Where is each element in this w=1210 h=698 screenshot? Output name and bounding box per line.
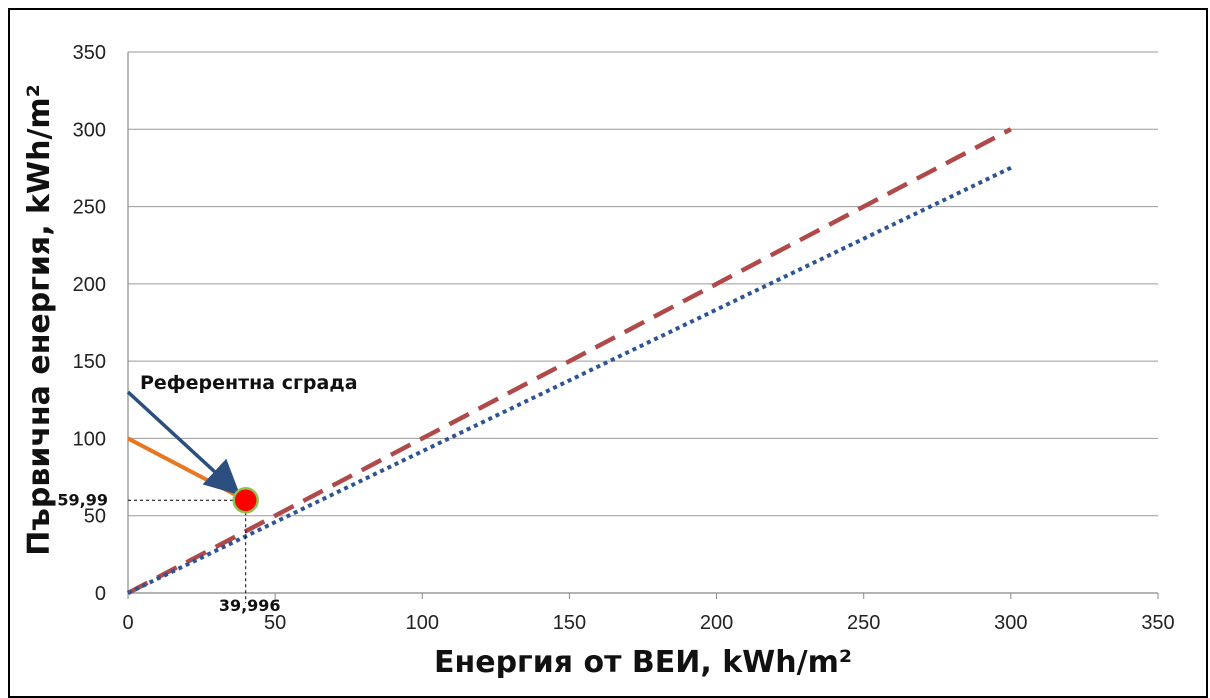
y-tick-label: 150 [73, 351, 106, 373]
y-tick-label: 250 [73, 197, 106, 219]
x-tick-label: 50 [264, 612, 286, 634]
y-tick-label: 100 [73, 428, 106, 450]
y-axis-title: Първична енергия, kWh/m² [22, 84, 57, 556]
reference-building-label: Референтна сграда [140, 372, 358, 394]
reference-guides [126, 390, 259, 603]
y-tick-label: 350 [73, 42, 106, 64]
x-tick-labels: 0 50 100 150 200 250 300 350 [122, 612, 1174, 634]
x-tick-label: 100 [406, 612, 439, 634]
reference-arrow [126, 390, 241, 496]
x-tick-label: 300 [994, 612, 1027, 634]
y-tick-label: 200 [73, 274, 106, 296]
gridlines [127, 51, 1159, 599]
x-tick-label: 0 [122, 612, 133, 634]
x-tick-label: 200 [700, 612, 733, 634]
y-tick-label: 300 [73, 119, 106, 141]
reference-point [232, 487, 259, 514]
chart-frame [8, 8, 1208, 698]
y-tick-label: 0 [95, 583, 106, 605]
reference-x-value-label: 39,996 [219, 596, 281, 615]
series-line-dotted [127, 164, 1015, 595]
x-axis-title: Енергия от ВЕИ, kWh/m² [434, 645, 852, 678]
y-tick-label: 50 [84, 506, 106, 528]
x-tick-label: 250 [847, 612, 880, 634]
y-tick-labels: 0 50 100 150 200 250 300 350 [73, 42, 106, 605]
chart: 0 50 100 150 200 250 300 350 0 50 100 150 200 250 300… [22, 42, 1175, 678]
x-tick-label: 350 [1141, 612, 1174, 634]
reference-y-value-label: 59,99 [57, 490, 108, 509]
series-line-dashed [126, 127, 1012, 595]
x-tick-label: 150 [553, 612, 586, 634]
